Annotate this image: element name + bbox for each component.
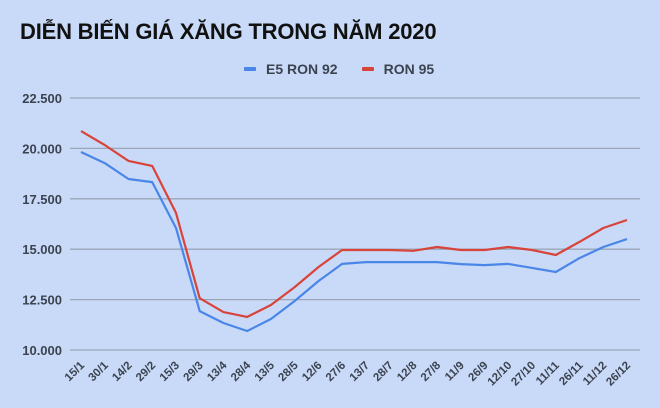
legend-swatch-red — [361, 67, 374, 71]
x-tick-label: 27/6 — [324, 360, 348, 384]
x-tick-label: 28/4 — [229, 359, 254, 384]
x-tick-label: 14/2 — [110, 360, 134, 384]
x-tick-label: 11/11 — [534, 359, 562, 387]
y-axis-ticks: 10.000 12.500 15.000 17.500 20.000 22.500 — [22, 91, 62, 358]
x-tick-label: 12/10 — [486, 360, 515, 389]
x-tick-label: 15/3 — [158, 360, 182, 384]
series-line-ron-95 — [80, 130, 628, 318]
x-tick-label: 11/12 — [581, 360, 609, 388]
x-tick-label: 12/6 — [300, 360, 324, 384]
x-tick-label: 11/9 — [443, 360, 467, 384]
x-tick-label: 28/7 — [371, 360, 395, 384]
y-tick-label: 10.000 — [22, 343, 62, 358]
legend-label: RON 95 — [383, 61, 435, 77]
x-axis-ticks: 15/1 30/1 14/2 29/2 15/3 29/3 13/4 28/4 13/5 28/5… — [63, 359, 633, 388]
x-tick-label: 13/7 — [348, 360, 372, 384]
x-tick-label: 26/11 — [557, 359, 586, 388]
y-tick-label: 12.500 — [22, 293, 62, 308]
data-lines — [80, 130, 628, 333]
x-tick-label: 13/5 — [253, 359, 278, 384]
legend-label: E5 RON 92 — [266, 61, 338, 77]
y-tick-label: 22.500 — [22, 91, 62, 106]
x-tick-label: 27/10 — [509, 360, 538, 389]
x-tick-label: 12/8 — [395, 359, 420, 384]
legend-item-e5-ron-92: E5 RON 92 — [244, 61, 338, 77]
series-line-e5-ron-92 — [80, 151, 628, 333]
x-tick-label: 13/4 — [205, 359, 230, 384]
x-tick-label: 30/1 — [87, 359, 112, 384]
y-tick-label: 17.500 — [22, 192, 62, 207]
x-tick-label: 29/2 — [134, 360, 158, 384]
x-tick-label: 29/3 — [181, 360, 205, 384]
chart-title: DIỄN BIẾN GIÁ XĂNG TRONG NĂM 2020 — [20, 19, 437, 44]
x-tick-label: 15/1 — [63, 359, 88, 384]
legend-item-ron-95: RON 95 — [361, 61, 435, 77]
x-tick-label: 28/5 — [276, 359, 301, 384]
x-tick-label: 26/12 — [604, 360, 633, 389]
legend-swatch-blue — [244, 67, 256, 71]
chart-legend: E5 RON 92 RON 95 — [244, 61, 458, 77]
y-tick-label: 15.000 — [22, 242, 62, 257]
y-tick-label: 20.000 — [22, 141, 62, 156]
x-tick-label: 27/8 — [419, 359, 444, 384]
grid-lines — [70, 97, 640, 351]
